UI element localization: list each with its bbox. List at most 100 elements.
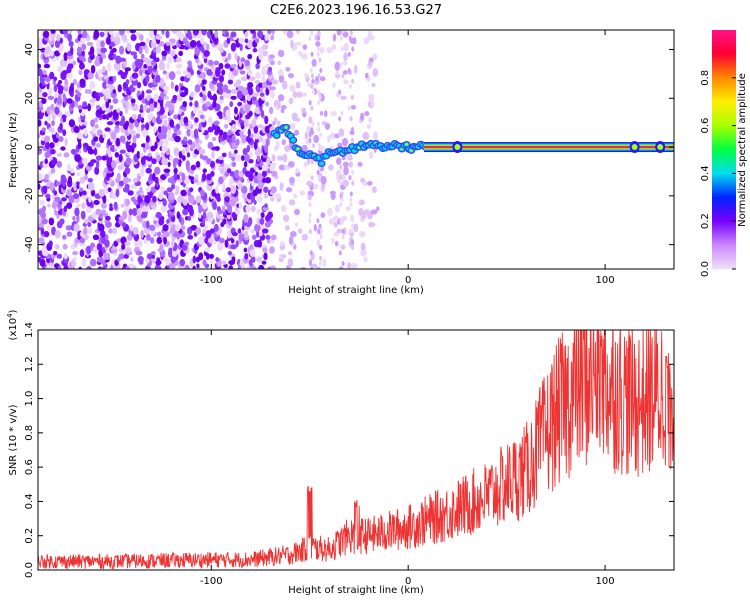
heatmap-cell [364,72,369,79]
heatmap-cell [125,157,132,166]
heatmap-cell [55,133,60,139]
heatmap-cell [72,250,79,256]
heatmap-cell [187,204,194,213]
heatmap-cell [259,92,265,97]
heatmap-cell [70,46,74,55]
heatmap-cell [130,196,137,202]
heatmap-cell [100,209,107,215]
heatmap-cell [49,155,53,161]
heatmap-cell [168,247,173,253]
heatmap-cell [231,256,236,263]
heatmap-cell [156,236,163,245]
heatmap-cell [297,50,303,56]
signal-blob [284,126,288,129]
heatmap-cell [343,79,349,85]
heatmap-cell [243,161,248,168]
snr-xtick-label: 0 [405,576,411,587]
heatmap-cell [135,133,140,139]
heatmap-cell [89,46,95,55]
signal-blob [290,138,296,143]
heatmap-cell [266,156,271,166]
heatmap-cell [195,174,199,181]
heatmap-cell [255,230,260,238]
heatmap-cell [187,139,193,145]
heatmap-cell [201,30,207,36]
heatmap-cell [230,63,237,69]
heatmap-cell [98,223,105,232]
heatmap-cell [147,64,153,74]
heatmap-cell [66,163,72,172]
heatmap-cell [121,243,126,250]
heatmap-cell [343,52,348,61]
heatmap-cell [73,223,80,233]
heatmap-cell [190,91,194,98]
heatmap-cell [313,224,318,232]
heatmap-cell [264,203,268,208]
heatmap-cell [122,210,128,220]
snr-multiplier-base: (x10 [8,318,19,341]
heatmap-cell [287,251,293,256]
heatmap-cell [308,100,312,106]
heatmap-cell [156,154,161,162]
heatmap-cell [198,211,202,219]
heatmap-cell [342,60,348,66]
heatmap-cell [212,93,218,102]
heatmap-cell [287,258,294,268]
heatmap-cell [280,105,287,110]
heatmap-cell [333,215,339,222]
heatmap-cell [295,168,300,174]
snr-plot: -100 0 100 0.0 0.2 0.4 0.6 0.8 1.0 1.2 1.4 Height … [6,309,675,596]
heatmap-cell [205,230,212,239]
spectrogram-ytick-label: 20 [24,92,35,105]
heatmap-cell [113,36,121,46]
heatmap-cell [262,206,269,212]
heatmap-cell [66,98,73,104]
heatmap-cell [199,114,205,120]
heatmap-cell [171,183,176,190]
heatmap-cell [126,42,132,52]
heatmap-cell [157,126,162,133]
heatmap-cell [155,211,162,219]
heatmap-cell [274,193,282,199]
heatmap-cell [216,82,224,88]
heatmap-cell [109,105,114,110]
heatmap-cell [90,119,95,128]
heatmap-cell [348,84,352,90]
heatmap-cell [202,94,207,102]
heatmap-cell [187,215,192,221]
heatmap-cell [296,117,300,123]
heatmap-cell [81,202,86,210]
heatmap-cell [180,86,186,91]
heatmap-cell [76,203,81,208]
heatmap-cell [218,62,224,70]
heatmap-cell [103,185,111,195]
heatmap-cell [186,152,191,158]
heatmap-cell [87,222,92,228]
heatmap-cell [100,230,106,239]
heatmap-cell [216,111,223,117]
heatmap-cell [182,208,189,216]
snr-multiplier: (x104) [6,309,19,340]
heatmap-cell [315,76,319,82]
heatmap-cell [130,51,137,56]
heatmap-cell [350,137,354,143]
heatmap-cell [59,37,63,44]
heatmap-cell [247,53,253,60]
heatmap-cell [124,167,131,175]
heatmap-cell [358,230,366,238]
heatmap-cell [52,57,56,62]
heatmap-cell [107,187,112,193]
heatmap-cell [176,235,180,240]
heatmap-cell [201,172,207,182]
heatmap-cell [139,69,143,76]
heatmap-cell [260,212,265,219]
heatmap-cell [50,30,56,34]
heatmap-cell [66,72,73,79]
heatmap-cell [312,143,316,149]
heatmap-cell [280,241,285,247]
heatmap-cell [124,101,130,107]
heatmap-cell [265,234,271,240]
heatmap-cell [113,240,119,247]
heatmap-cell [169,50,176,57]
colorbar-tick-label: 0.0 [700,261,711,277]
